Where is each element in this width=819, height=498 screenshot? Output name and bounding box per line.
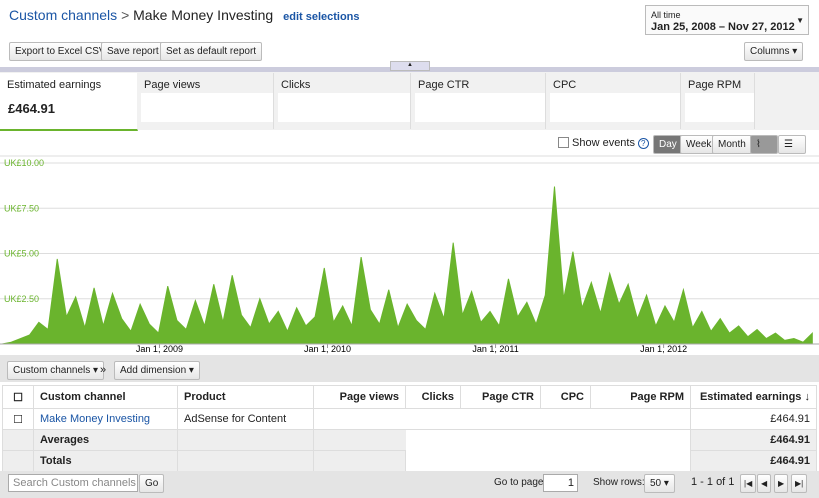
column-header[interactable]: Page CTR: [460, 385, 541, 409]
metric-label: Page RPM: [688, 79, 742, 91]
metric-label: CPC: [553, 79, 577, 91]
earnings-cell: £464.91: [690, 408, 817, 430]
metric-tile[interactable]: Page RPM: [681, 73, 755, 129]
averages-row: Averages £464.91: [2, 429, 817, 451]
separator: >: [121, 7, 130, 23]
table-view[interactable]: ☰: [778, 135, 806, 154]
channel-link[interactable]: Make Money Investing: [33, 408, 178, 430]
empty-cells: [406, 430, 691, 451]
range-label: All time: [651, 10, 681, 20]
add-dimension[interactable]: Add dimension ▾: [114, 361, 200, 380]
data-row: ☐ Make Money Investing AdSense for Conte…: [2, 408, 817, 430]
product-cell: AdSense for Content: [177, 408, 314, 430]
column-header[interactable]: Custom channel: [33, 385, 178, 409]
y-tick-label: UK£10.00: [4, 158, 44, 168]
metric-box: [550, 93, 680, 122]
averages-label: Averages: [33, 429, 178, 451]
events-checkbox[interactable]: [558, 137, 569, 148]
prev-page[interactable]: ◀: [757, 474, 772, 493]
x-tick-label: Jan 1, 2010: [304, 344, 351, 354]
metric-box: [415, 93, 545, 122]
metric-tile[interactable]: Page CTR: [411, 73, 546, 129]
dimension-arrow: »: [100, 364, 107, 376]
date-range: Jan 25, 2008 – Nov 27, 2012: [651, 21, 795, 33]
blank-cell: [2, 450, 34, 472]
search-input[interactable]: Search Custom channels: [8, 474, 138, 492]
metric-tile[interactable]: Page views: [137, 73, 274, 129]
default-button[interactable]: Set as default report: [160, 42, 263, 61]
row-checkbox[interactable]: ☐: [2, 408, 34, 430]
date-picker[interactable]: All time Jan 25, 2008 – Nov 27, 2012 ▼: [645, 5, 809, 35]
metric-tile[interactable]: Estimated earnings £464.91: [0, 73, 138, 131]
earnings-area: [1, 186, 813, 345]
x-tick-label: Jan 1, 2012: [640, 344, 687, 354]
dimension-button[interactable]: Custom channels ▾: [7, 361, 105, 380]
page-input[interactable]: 1: [543, 474, 578, 492]
breadcrumb: Custom channels > Make Money Investing e…: [9, 7, 360, 23]
metric-tile[interactable]: CPC: [546, 73, 681, 129]
metric-label: Clicks: [281, 79, 311, 91]
metric-tile[interactable]: Clicks: [274, 73, 411, 129]
y-tick-label: UK£2.50: [4, 294, 39, 304]
edit-link[interactable]: edit selections: [283, 11, 360, 23]
column-header[interactable]: Page RPM: [590, 385, 691, 409]
metric-value: £464.91: [8, 101, 55, 116]
next-page[interactable]: ▶: [774, 474, 789, 493]
totals-row: Totals £464.91: [2, 450, 817, 472]
export-button[interactable]: Export to Excel CSV: [9, 42, 112, 61]
column-header[interactable]: Estimated earnings ↓: [690, 385, 817, 409]
line-view[interactable]: ⌇: [750, 135, 778, 154]
last-page[interactable]: ▶|: [791, 474, 808, 493]
go-button[interactable]: Go: [139, 474, 165, 493]
totals-earnings: £464.91: [690, 450, 817, 472]
metric-label: Page CTR: [418, 79, 470, 91]
metric-label: Estimated earnings: [7, 79, 102, 91]
columns-button[interactable]: Columns ▾: [744, 42, 804, 61]
add-dimension-label: Add dimension: [120, 365, 187, 376]
page-label: Go to page:: [494, 477, 547, 488]
first-page[interactable]: |◀: [740, 474, 757, 493]
blank-cell: [177, 429, 314, 451]
metric-box: [685, 93, 754, 122]
column-header[interactable]: Page views: [313, 385, 406, 409]
dimension-label: Custom channels: [13, 365, 91, 376]
y-tick-label: UK£5.00: [4, 249, 39, 259]
page-range: 1 - 1 of 1: [691, 476, 735, 488]
x-tick-label: Jan 1, 2011: [472, 344, 518, 354]
page-title: Make Money Investing: [133, 7, 274, 23]
empty-cells: [406, 451, 691, 472]
rows-value: 50: [650, 478, 662, 489]
blank-cell: [2, 429, 34, 451]
events-text: Show events: [572, 137, 635, 149]
events-label: Show events ?: [572, 137, 649, 149]
collapse-tab[interactable]: ▲: [390, 61, 430, 71]
blank-cell: [177, 450, 314, 472]
breadcrumb-link[interactable]: Custom channels: [9, 7, 118, 23]
rows-label: Show rows:: [593, 477, 645, 488]
column-header[interactable]: Product: [177, 385, 314, 409]
columns-label: Columns: [750, 46, 790, 57]
header-row: ☐ Custom channel Product Page views Clic…: [2, 385, 817, 409]
metric-box: [278, 93, 410, 122]
select-all[interactable]: ☐: [2, 385, 34, 409]
blank-cell: [313, 450, 406, 472]
report-table: ☐ Custom channel Product Page views Clic…: [2, 385, 817, 472]
rows-select[interactable]: 50 ▾: [644, 474, 675, 493]
dropdown-arrow: ▼: [796, 16, 804, 25]
blank-cell: [313, 429, 406, 451]
x-tick-label: Jan 1, 2009: [136, 344, 183, 354]
averages-earnings: £464.91: [690, 429, 817, 451]
metric-box: [141, 93, 273, 122]
column-header[interactable]: CPC: [540, 385, 591, 409]
help-icon[interactable]: ?: [638, 138, 649, 149]
empty-cells: [313, 408, 691, 430]
y-tick-label: UK£7.50: [4, 203, 39, 213]
metric-label: Page views: [144, 79, 201, 91]
totals-label: Totals: [33, 450, 178, 472]
column-header[interactable]: Clicks: [405, 385, 461, 409]
